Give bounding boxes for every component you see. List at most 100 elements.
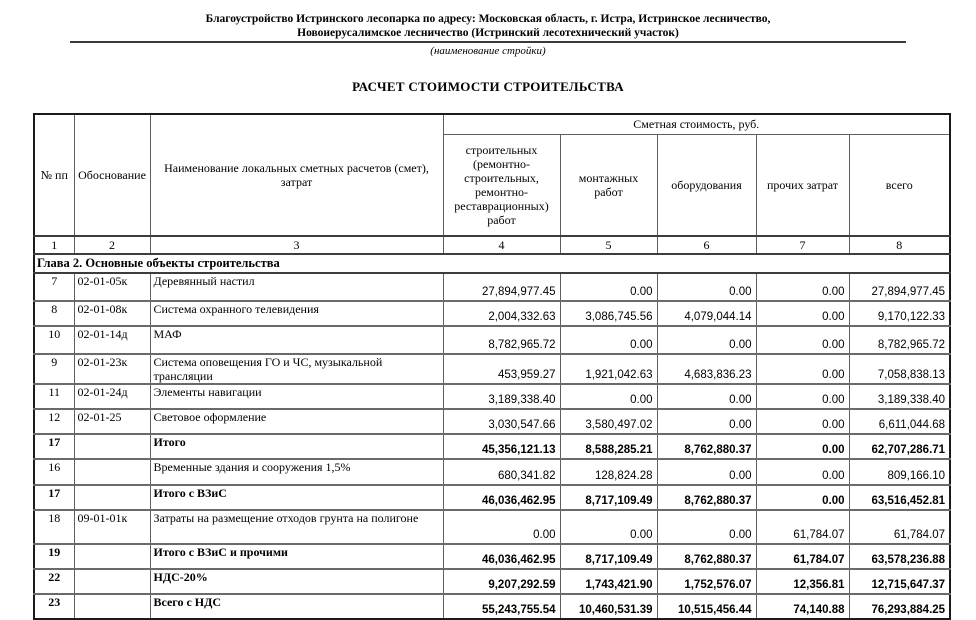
row-number-cell: 8 [33,300,75,327]
col-number-1: 1 [33,235,75,255]
justification-cell: 02-01-23к [73,353,151,385]
other-costs-cell: 61,784.07 [755,543,850,570]
equipment-cost-cell: 0.00 [656,408,757,435]
other-costs-cell: 0.00 [755,458,850,486]
justification-cell: 02-01-24д [73,383,151,410]
installation-works-cost-cell: 8,717,109.49 [559,543,658,570]
table-row: 19 Итого с ВЗиС и прочими 46,036,462.95 … [33,543,951,570]
table-row: 7 02-01-05к Деревянный настил 27,894,977… [33,272,951,302]
col-header-total: всего [848,133,951,237]
equipment-cost-cell: 10,515,456.44 [656,593,757,620]
col-header-cost-band: Сметная стоимость, руб. [442,113,951,135]
justification-cell [73,484,151,511]
row-number-cell: 19 [33,543,75,570]
table-row: 22 НДС-20% 9,207,292.59 1,743,421.90 1,7… [33,568,951,595]
construction-works-cost-cell: 3,189,338.40 [442,383,561,410]
estimate-name-cell: Итого с ВЗиС и прочими [149,543,444,570]
other-costs-cell: 61,784.07 [755,509,850,545]
justification-cell: 02-01-05к [73,272,151,302]
installation-works-cost-cell: 3,086,745.56 [559,300,658,327]
construction-name-line-2: Новоиерусалимское лесничество (Истрински… [297,27,679,39]
col-number-8: 8 [848,235,951,255]
table-row: 12 02-01-25 Световое оформление 3,030,54… [33,408,951,435]
justification-cell [73,543,151,570]
table-header: № пп Обоснование Наименование локальных … [33,113,951,274]
construction-name-caption: (наименование стройки) [430,45,546,57]
estimate-name-cell: Элементы навигации [149,383,444,410]
total-cost-cell: 76,293,884.25 [848,593,951,620]
table-row: 11 02-01-24д Элементы навигации 3,189,33… [33,383,951,410]
installation-works-cost-cell: 1,743,421.90 [559,568,658,595]
table-row: 18 09-01-01к Затраты на размещение отход… [33,509,951,545]
justification-cell: 02-01-08к [73,300,151,327]
estimate-name-cell: Всего с НДС [149,593,444,620]
estimate-name-cell: Система оповещения ГО и ЧС, музыкальной … [149,353,444,385]
row-number-cell: 12 [33,408,75,435]
col-number-4: 4 [442,235,561,255]
col-header-npp: № пп [33,113,75,237]
construction-name-line-1: Благоустройство Истринского лесопарка по… [205,13,771,25]
header-underline [70,41,906,43]
cost-calculation-table: № пп Обоснование Наименование локальных … [33,113,952,620]
row-number-cell: 16 [33,458,75,486]
installation-works-cost-cell: 3,580,497.02 [559,408,658,435]
total-cost-cell: 62,707,286.71 [848,433,951,460]
justification-cell: 02-01-14д [73,325,151,355]
col-number-3: 3 [149,235,444,255]
other-costs-cell: 0.00 [755,408,850,435]
equipment-cost-cell: 8,762,880.37 [656,433,757,460]
equipment-cost-cell: 4,079,044.14 [656,300,757,327]
cost-band-row: № пп Обоснование Наименование локальных … [33,113,951,237]
estimate-name-cell: Временные здания и сооружения 1,5% [149,458,444,486]
installation-works-cost-cell: 1,921,042.63 [559,353,658,385]
row-number-cell: 9 [33,353,75,385]
other-costs-cell: 0.00 [755,433,850,460]
construction-works-cost-cell: 55,243,755.54 [442,593,561,620]
construction-works-cost-cell: 46,036,462.95 [442,543,561,570]
other-costs-cell: 0.00 [755,272,850,302]
equipment-cost-cell: 1,752,576.07 [656,568,757,595]
installation-works-cost-cell: 0.00 [559,509,658,545]
construction-works-cost-cell: 0.00 [442,509,561,545]
row-number-cell: 23 [33,593,75,620]
construction-works-cost-cell: 453,959.27 [442,353,561,385]
chapter-section-title: Глава 2. Основные объекты строительства [33,253,951,274]
total-cost-cell: 8,782,965.72 [848,325,951,355]
equipment-cost-cell: 0.00 [656,325,757,355]
total-cost-cell: 7,058,838.13 [848,353,951,385]
total-cost-cell: 27,894,977.45 [848,272,951,302]
estimate-name-cell: Световое оформление [149,408,444,435]
construction-works-cost-cell: 2,004,332.63 [442,300,561,327]
other-costs-cell: 0.00 [755,325,850,355]
construction-works-cost-cell: 8,782,965.72 [442,325,561,355]
justification-cell [73,458,151,486]
justification-cell [73,433,151,460]
total-cost-cell: 63,578,236.88 [848,543,951,570]
estimate-name-cell: Деревянный настил [149,272,444,302]
construction-works-cost-cell: 680,341.82 [442,458,561,486]
total-cost-cell: 63,516,452.81 [848,484,951,511]
total-cost-cell: 61,784.07 [848,509,951,545]
row-number-cell: 22 [33,568,75,595]
justification-cell: 09-01-01к [73,509,151,545]
total-cost-cell: 9,170,122.33 [848,300,951,327]
col-number-5: 5 [559,235,658,255]
other-costs-cell: 0.00 [755,484,850,511]
col-header-equipment: оборудования [656,133,757,237]
installation-works-cost-cell: 0.00 [559,383,658,410]
row-number-cell: 17 [33,484,75,511]
other-costs-cell: 12,356.81 [755,568,850,595]
other-costs-cell: 0.00 [755,353,850,385]
equipment-cost-cell: 8,762,880.37 [656,543,757,570]
table-row: 17 Итого с ВЗиС 46,036,462.95 8,717,109.… [33,484,951,511]
estimate-name-cell: Итого с ВЗиС [149,484,444,511]
col-number-6: 6 [656,235,757,255]
estimate-name-cell: Затраты на размещение отходов грунта на … [149,509,444,545]
equipment-cost-cell: 8,762,880.37 [656,484,757,511]
installation-works-cost-cell: 0.00 [559,325,658,355]
chapter-section-row: Глава 2. Основные объекты строительства [33,253,951,274]
row-number-cell: 18 [33,509,75,545]
installation-works-cost-cell: 128,824.28 [559,458,658,486]
document-header: Благоустройство Истринского лесопарка по… [0,0,976,57]
